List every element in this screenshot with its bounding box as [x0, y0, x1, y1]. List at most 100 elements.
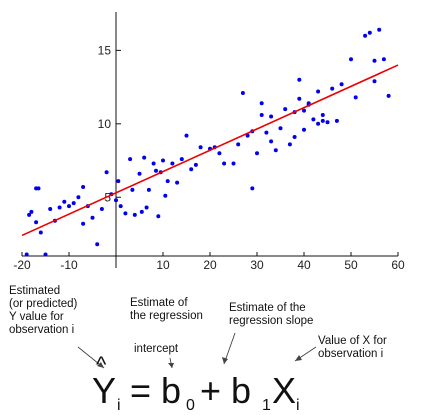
formula-equals-b: = b — [130, 370, 181, 411]
data-point — [161, 158, 165, 163]
data-point — [231, 161, 236, 166]
data-point — [156, 214, 161, 219]
data-point — [76, 195, 81, 200]
data-point — [163, 193, 168, 198]
formula-sub-1: 1 — [262, 397, 271, 414]
data-point — [287, 142, 292, 147]
axis-ticks — [21, 49, 399, 256]
arrowhead-intercept — [168, 363, 174, 368]
data-point — [118, 204, 123, 209]
x-tick-label: 10 — [156, 258, 170, 272]
data-point — [95, 242, 100, 247]
data-point — [24, 252, 29, 257]
data-point — [99, 207, 104, 211]
arrowhead-estimated — [97, 362, 104, 368]
data-point — [62, 199, 67, 204]
regression-line — [21, 64, 399, 237]
scatter-plot: -20-1010203040506051015 — [13, 12, 405, 272]
data-point — [367, 30, 372, 35]
annotation-arrows — [77, 332, 317, 369]
data-point — [34, 220, 39, 225]
data-point — [325, 120, 330, 125]
data-point — [320, 113, 325, 117]
data-point — [372, 58, 377, 63]
data-point — [278, 126, 283, 131]
x-tick-label: 60 — [391, 258, 405, 272]
data-point — [283, 107, 288, 112]
axis-tick-labels: -20-1010203040506051015 — [13, 43, 405, 272]
data-point — [372, 79, 377, 84]
data-point — [386, 93, 391, 98]
data-point — [184, 133, 189, 138]
x-tick-label: 30 — [250, 258, 264, 272]
data-point — [217, 151, 222, 156]
data-point — [316, 89, 321, 94]
annotation-regression-slope: Estimate of the regression slope — [229, 302, 314, 327]
data-point — [116, 179, 121, 184]
x-tick-label: 50 — [344, 258, 358, 272]
data-point — [269, 139, 274, 144]
data-point — [114, 198, 118, 203]
data-point — [292, 135, 297, 139]
x-tick-label: 20 — [203, 258, 217, 272]
data-point — [320, 118, 325, 123]
data-point — [151, 161, 156, 166]
data-point — [363, 33, 368, 38]
data-point — [255, 151, 259, 156]
regression-formula: ^ Y i = b 0 + b 1 X i — [77, 332, 317, 414]
data-point — [67, 204, 71, 209]
formula-plus-b: + b — [200, 370, 251, 411]
data-point — [259, 101, 264, 106]
data-point — [259, 113, 264, 117]
data-point — [165, 179, 170, 184]
data-point — [297, 77, 302, 82]
data-point — [250, 186, 255, 191]
axes — [22, 12, 398, 268]
data-point — [71, 201, 76, 206]
data-point — [170, 161, 175, 166]
data-point — [264, 130, 269, 135]
data-point — [43, 252, 48, 257]
data-point — [132, 212, 137, 217]
data-point — [198, 145, 203, 150]
data-point — [269, 114, 274, 119]
data-point — [302, 127, 306, 132]
data-point — [142, 155, 147, 160]
data-point — [236, 142, 241, 147]
data-point — [130, 187, 135, 192]
data-point — [316, 121, 321, 126]
data-point — [339, 82, 344, 87]
formula-y: Y — [92, 370, 116, 411]
annotation-intercept: intercept — [134, 343, 179, 355]
data-point — [273, 148, 278, 153]
formula-x: X — [272, 370, 296, 411]
formula-sub-i: i — [117, 397, 121, 414]
data-point — [57, 205, 62, 210]
arrowhead-slope — [222, 357, 228, 364]
data-point — [123, 211, 128, 216]
x-tick-label: -20 — [13, 258, 31, 272]
formula-sub-0: 0 — [186, 397, 195, 414]
data-point — [128, 157, 133, 162]
data-point — [175, 180, 180, 185]
annotation-value-x: Value of X for observation i — [318, 335, 387, 360]
data-point — [38, 230, 43, 235]
data-point — [297, 96, 302, 101]
data-point — [154, 168, 158, 173]
data-point — [349, 57, 353, 62]
arrowhead-value-x — [295, 355, 302, 361]
data-point — [27, 212, 32, 217]
data-point — [48, 207, 53, 211]
data-point — [377, 27, 382, 32]
data-point — [245, 133, 250, 138]
data-point — [330, 86, 335, 91]
formula-hat: ^ — [96, 352, 107, 377]
data-point — [90, 215, 95, 220]
scatter-points — [24, 27, 391, 257]
data-point — [146, 187, 151, 192]
data-point — [137, 171, 142, 176]
y-tick-label: 10 — [98, 117, 112, 131]
data-point — [189, 167, 194, 172]
data-point — [81, 185, 86, 189]
annotation-regression-intercept: Estimate of the regression — [130, 297, 203, 322]
